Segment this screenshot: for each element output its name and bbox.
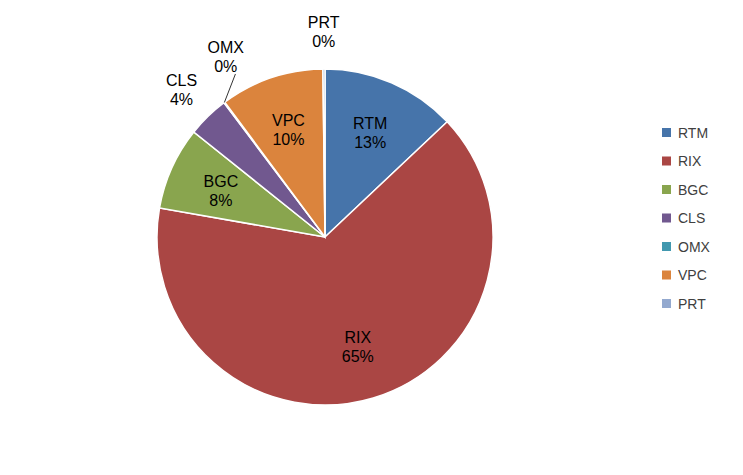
legend-swatch	[662, 128, 671, 137]
legend-label: RIX	[678, 153, 702, 169]
data-label-value: 10%	[272, 131, 304, 148]
data-label-value: 13%	[354, 134, 386, 151]
chart-container: RTM13%RIX65%BGC8%CLS4%OMX0%VPC10%PRT0%RT…	[0, 0, 743, 475]
slices	[157, 69, 493, 405]
pie-slice	[323, 69, 325, 237]
data-label-value: 0%	[214, 58, 237, 75]
legend-swatch	[662, 157, 671, 166]
data-label-name: OMX	[208, 39, 245, 56]
legend-swatch	[662, 214, 671, 223]
legend-label: BGC	[678, 182, 708, 198]
data-label-value: 8%	[209, 192, 232, 209]
leader-line	[224, 74, 235, 102]
legend-swatch	[662, 299, 671, 308]
data-label-value: 0%	[312, 33, 335, 50]
legend-label: OMX	[678, 239, 711, 255]
data-label-name: PRT	[308, 14, 340, 31]
legend-label: PRT	[678, 296, 706, 312]
data-label-name: BGC	[204, 173, 239, 190]
legend-label: VPC	[678, 267, 707, 283]
data-label-name: RTM	[353, 115, 387, 132]
pie-slice	[225, 69, 325, 237]
data-labels: RTM 13% RIX 65% BGC 8% CLS 4% OMX 0% VPC 10% PRT 0%	[166, 14, 387, 365]
data-label-name: VPC	[272, 112, 305, 129]
legend-label: CLS	[678, 210, 705, 226]
legend-swatch	[662, 271, 671, 280]
legend-swatch	[662, 185, 671, 194]
legend: RTM RIX BGC CLS OMX VPC PRT	[662, 125, 711, 312]
chart-svg: RTM13%RIX65%BGC8%CLS4%OMX0%VPC10%PRT0%RT…	[0, 0, 743, 475]
data-label-name: CLS	[166, 72, 197, 89]
data-label-value: 65%	[342, 348, 374, 365]
data-label-name: RIX	[344, 329, 371, 346]
legend-label: RTM	[678, 125, 708, 141]
data-label-value: 4%	[170, 91, 193, 108]
legend-swatch	[662, 242, 671, 251]
